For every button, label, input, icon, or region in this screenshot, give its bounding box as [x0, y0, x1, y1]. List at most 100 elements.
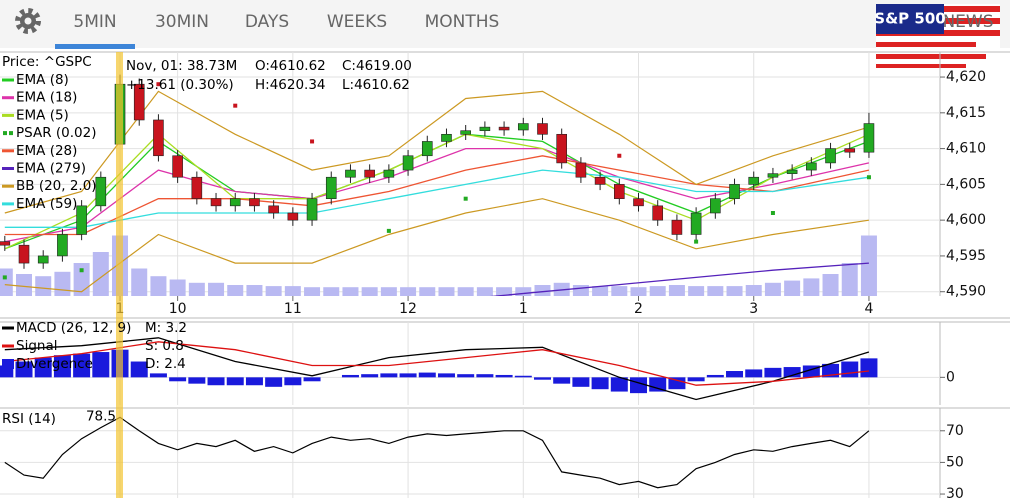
volume-bar — [649, 286, 666, 296]
legend-label: BB (20, 2.0) — [16, 178, 97, 194]
volume-bar — [361, 287, 378, 296]
y-tick-label: 70 — [946, 423, 964, 439]
volume-bar — [73, 263, 90, 296]
volume-bar — [822, 274, 839, 296]
y-tick-label: 4,590 — [946, 284, 986, 300]
divergence-bar — [92, 352, 110, 378]
divergence-bar — [514, 375, 532, 378]
tab[interactable]: NEWS — [942, 12, 993, 32]
indicator-line — [4, 147, 870, 243]
candle-body — [652, 205, 664, 221]
settings-icon[interactable] — [15, 8, 41, 34]
volume-bar — [380, 287, 397, 296]
bb-lower — [4, 198, 869, 293]
y-tick-label: 4,605 — [946, 176, 986, 192]
divergence-bar — [0, 365, 14, 378]
logo-text: S&P 500 — [874, 10, 945, 28]
x-tick-label: 10 — [169, 301, 187, 317]
volume-bar — [803, 278, 820, 296]
info-close: C:4619.00 — [342, 58, 412, 74]
divergence-bar — [418, 372, 436, 378]
tab[interactable]: DAYS — [245, 12, 289, 32]
x-tick-label: 1 — [519, 301, 528, 317]
flag-stripe — [876, 54, 986, 59]
annotation: 78.5 — [86, 408, 116, 424]
divergence-bar — [860, 358, 878, 378]
x-tick-label: 12 — [399, 301, 417, 317]
volume-bar — [764, 282, 781, 296]
volume-bar — [534, 285, 551, 296]
volume-bar — [630, 287, 647, 296]
psar-dot — [386, 228, 391, 233]
divergence-bar — [764, 367, 782, 378]
candle-body — [191, 176, 203, 199]
candle-body — [421, 141, 433, 157]
volume-bar — [457, 287, 474, 296]
divergence-bar — [553, 377, 571, 384]
divergence-bar — [226, 377, 244, 386]
candle-body — [287, 212, 299, 221]
tab[interactable]: MONTHS — [425, 12, 500, 32]
volume-bar — [688, 286, 705, 296]
volume-bar — [208, 282, 225, 296]
x-tick-label: 3 — [749, 301, 758, 317]
divergence-bar — [726, 371, 744, 378]
y-tick-label: 30 — [946, 486, 964, 498]
volume-bar — [745, 285, 762, 296]
candle-body — [172, 155, 183, 178]
toolbar — [0, 0, 1010, 48]
legend-label: EMA (279) — [16, 161, 86, 177]
volume-bar — [246, 285, 263, 296]
candle-body — [710, 198, 721, 214]
candle-body — [95, 176, 107, 207]
candle-body — [517, 123, 529, 131]
divergence-bar — [457, 374, 475, 378]
divergence-bar — [207, 377, 225, 386]
candle-body — [556, 133, 567, 164]
info-change: +13.61 (0.30%) — [126, 77, 234, 93]
divergence-bar — [841, 361, 859, 378]
volume-bar — [227, 285, 244, 296]
divergence-bar — [591, 377, 609, 390]
candle-body — [210, 198, 222, 207]
legend-label: EMA (18) — [16, 90, 77, 106]
info-open: O:4610.62 — [255, 58, 326, 74]
divergence-bar — [341, 374, 359, 378]
divergence-bar — [15, 361, 33, 378]
y-tick-label: 50 — [946, 454, 964, 470]
volume-bar — [668, 285, 685, 296]
volume-bar — [342, 287, 359, 296]
macd-line — [4, 337, 870, 401]
volume-bar — [515, 287, 532, 296]
divergence-bar — [265, 377, 283, 387]
readout: M: 3.2 — [145, 320, 187, 336]
info-low: L:4610.62 — [342, 77, 410, 93]
volume-bar — [323, 287, 340, 296]
y-tick-label: 0 — [946, 369, 955, 385]
candle-body — [0, 241, 11, 246]
divergence-bar — [668, 377, 686, 390]
candle-body — [133, 83, 145, 121]
logo-canton — [876, 4, 944, 34]
legend-swatch — [2, 359, 14, 369]
divergence-bar — [533, 377, 551, 380]
divergence-bar — [130, 361, 148, 378]
divergence-bar — [169, 377, 187, 382]
volume-bar — [496, 287, 513, 296]
tab[interactable]: 5MIN — [73, 12, 116, 32]
tab[interactable]: 30MIN — [155, 12, 209, 32]
candle-body — [383, 169, 395, 178]
psar-dot — [866, 175, 871, 180]
psar-dot — [617, 153, 622, 158]
volume-bar — [419, 287, 436, 296]
candle-body — [671, 219, 683, 235]
candle-body — [325, 176, 337, 199]
volume-bar — [438, 287, 455, 296]
flag-stripe — [876, 42, 976, 47]
tab[interactable]: WEEKS — [327, 12, 387, 32]
divergence-bar — [783, 367, 801, 378]
x-tick-label: 11 — [284, 301, 302, 317]
legend-label: Divergence — [16, 356, 93, 372]
divergence-bar — [73, 353, 91, 378]
